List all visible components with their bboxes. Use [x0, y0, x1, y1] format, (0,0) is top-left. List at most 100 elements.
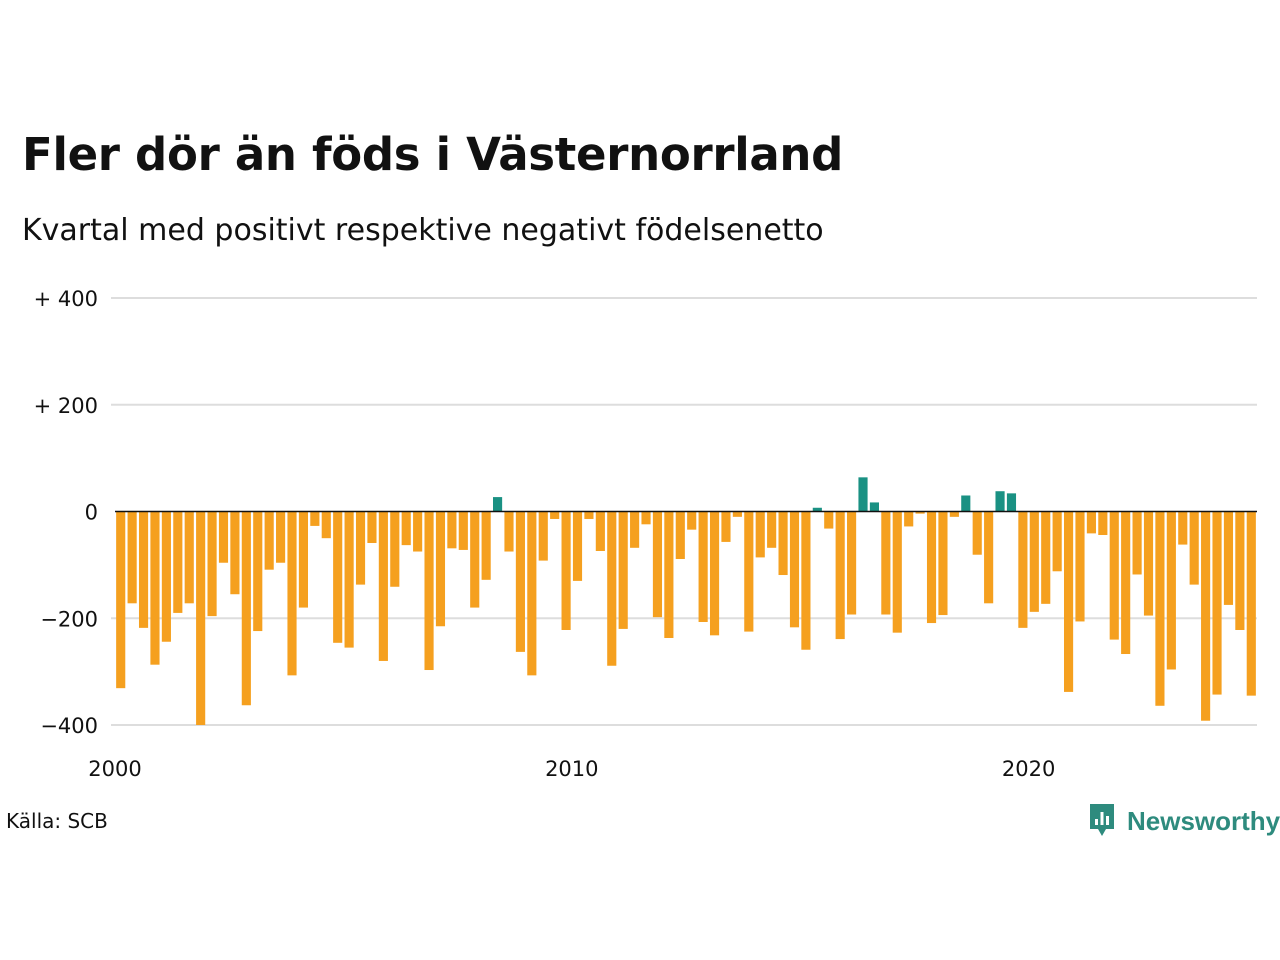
bar	[1041, 511, 1051, 604]
bar	[1064, 511, 1074, 692]
bar	[447, 511, 457, 549]
bar	[470, 511, 480, 608]
bar	[1132, 511, 1142, 575]
bar	[801, 511, 811, 650]
bar	[310, 511, 320, 526]
y-tick-label: −400	[40, 714, 98, 738]
bar	[984, 511, 994, 604]
bar	[1098, 511, 1108, 535]
bar	[938, 511, 948, 616]
x-tick-label: 2020	[1002, 757, 1055, 781]
bar	[424, 511, 434, 671]
newsworthy-logo: Newsworthy	[1087, 802, 1280, 840]
bar	[1201, 511, 1211, 721]
brand-name: Newsworthy	[1127, 805, 1280, 836]
bar	[1121, 511, 1131, 655]
bar	[458, 511, 468, 550]
bar	[390, 511, 400, 587]
bar	[401, 511, 411, 546]
bar	[698, 511, 708, 622]
bar	[1166, 511, 1176, 670]
bar	[1235, 511, 1245, 630]
y-tick-label: + 400	[34, 287, 98, 311]
bar	[1006, 493, 1017, 512]
x-tick-label: 2000	[88, 757, 141, 781]
bar	[1189, 511, 1199, 585]
bar	[572, 511, 583, 581]
bar	[355, 511, 366, 585]
bar	[618, 511, 628, 629]
bar	[367, 511, 377, 543]
bar	[413, 511, 423, 552]
bar	[1086, 511, 1096, 534]
y-tick-label: 0	[85, 501, 98, 525]
bar	[630, 511, 640, 548]
bar	[709, 511, 720, 636]
bar	[1155, 511, 1165, 706]
bar	[995, 491, 1005, 512]
bar	[150, 511, 160, 665]
bar	[207, 511, 217, 617]
bar	[241, 511, 251, 706]
bar	[550, 511, 560, 519]
bar	[1143, 511, 1154, 616]
bar	[127, 511, 137, 604]
newsworthy-logo-icon	[1090, 804, 1114, 836]
bar	[1018, 511, 1028, 628]
bar	[652, 511, 663, 618]
bar	[253, 511, 263, 632]
bar	[607, 511, 617, 666]
bar	[527, 511, 537, 676]
bar	[333, 511, 343, 643]
bar	[721, 511, 731, 542]
y-tick-label: + 200	[34, 394, 98, 418]
bar	[116, 511, 126, 689]
bar	[1029, 511, 1039, 612]
bar	[858, 477, 868, 512]
bar	[675, 511, 685, 559]
bar	[561, 511, 571, 630]
bar	[435, 511, 446, 627]
bar	[378, 511, 388, 661]
bar	[869, 502, 879, 512]
bar	[812, 507, 822, 512]
x-tick-label: 2010	[545, 757, 598, 781]
bar	[835, 511, 845, 640]
bar	[1075, 511, 1085, 622]
bar	[493, 497, 503, 512]
bar	[778, 511, 788, 576]
bar	[1212, 511, 1222, 695]
bar	[961, 495, 971, 512]
bar	[744, 511, 754, 632]
bar	[732, 511, 742, 517]
bar	[481, 511, 491, 580]
bar	[915, 511, 925, 514]
bar	[949, 511, 959, 517]
chart-title: Fler dör än föds i Västernorrland	[22, 128, 844, 181]
bar	[789, 511, 800, 628]
bar	[755, 511, 765, 558]
bar	[641, 511, 651, 525]
bar	[264, 511, 274, 570]
bar	[767, 511, 777, 548]
bar	[881, 511, 891, 615]
bar	[1178, 511, 1188, 545]
chart-subtitle: Kvartal med positivt respektive negativt…	[22, 213, 824, 248]
bar	[892, 511, 902, 633]
bar	[1246, 511, 1256, 696]
bar	[687, 511, 697, 530]
source-note: Källa: SCB	[6, 809, 108, 833]
bar	[584, 511, 594, 519]
bar	[538, 511, 548, 561]
bar	[161, 511, 171, 642]
bar	[287, 511, 297, 676]
bar	[904, 511, 914, 527]
bar	[847, 511, 857, 615]
bar	[184, 511, 194, 604]
bar	[321, 511, 331, 539]
bar	[344, 511, 354, 648]
bar	[1052, 511, 1062, 572]
bar	[230, 511, 240, 595]
bar	[504, 511, 514, 552]
